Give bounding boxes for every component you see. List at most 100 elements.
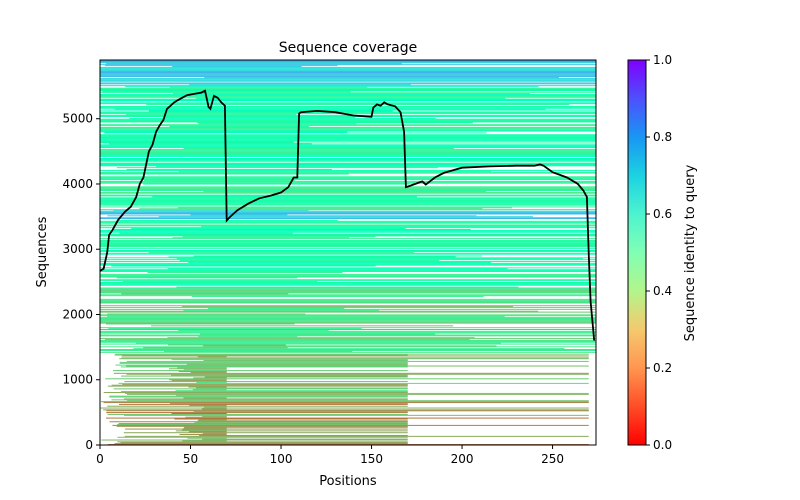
sequence-row [171,413,227,415]
sequence-row [120,442,408,444]
sequence-row [100,181,596,183]
sequence-row [100,332,596,334]
sequence-row [100,250,596,252]
sequence-row [158,216,533,218]
sequence-row [100,245,596,247]
sequence-row [197,420,408,422]
sequence-row [171,380,227,382]
sequence-row [125,85,539,87]
sequence-row [207,307,345,309]
sequence-row [151,325,454,327]
sequence-row [100,134,596,136]
sequence-row [100,222,596,224]
colorbar-tick-label: 0.2 [653,361,672,375]
sequence-row [100,211,596,213]
sequence-row [100,327,596,329]
sequence-row [100,235,596,237]
sequence-row [100,150,596,152]
sequence-row [193,411,408,413]
sequence-row [100,147,596,149]
sequence-row [100,225,596,227]
sequence-row [100,300,596,302]
sequence-row [126,373,589,375]
sequence-row [100,99,596,101]
sequence-row [100,129,596,131]
sequence-row [111,384,408,386]
sequence-row [113,388,408,390]
sequence-row [100,127,596,129]
sequence-row [120,366,408,368]
sequence-row [100,87,596,89]
sequence-row [197,122,473,124]
sequence-row [100,274,596,276]
sequence-row [100,160,596,162]
sequence-row [204,76,560,78]
sequence-row [100,262,596,264]
sequence-row [189,431,227,433]
sequence-row [100,60,596,62]
sequence-row [100,115,596,117]
sequence-row [182,440,227,442]
y-tick-label: 3000 [62,242,93,256]
sequence-row [100,94,596,96]
sequence-row [100,70,596,72]
sequence-row [105,378,589,380]
sequence-row [133,348,565,350]
sequence-row [156,166,475,168]
sequence-row [202,415,227,417]
sequence-row [100,301,596,303]
sequence-row [100,310,539,312]
sequence-row [100,141,294,143]
sequence-row [120,391,408,393]
sequence-row [100,230,596,232]
sequence-row [100,139,596,141]
sequence-row [100,145,596,147]
sequence-row [135,342,501,344]
sequence-row [100,162,596,164]
sequence-row [100,180,596,182]
sequence-row [100,338,596,340]
sequence-row [124,392,589,394]
sequence-row [100,89,596,91]
sequence-row [122,383,408,385]
sequence-row [100,197,596,199]
sequence-row [113,370,408,372]
sequence-row [100,78,596,80]
sequence-row [100,240,596,242]
sequence-row [103,409,589,411]
sequence-row [202,438,408,440]
sequence-row [100,221,596,223]
sequence-row [187,437,227,439]
sequence-row [100,311,596,313]
sequence-row [100,282,596,284]
sequence-row [100,144,596,146]
sequence-row [126,365,589,367]
y-axis: 0 1000 2000 3000 4000 5000 [62,112,100,452]
x-tick-label: 50 [183,452,198,466]
sequence-row [100,173,349,175]
sequence-row [100,126,596,128]
sequence-row [198,336,298,338]
sequence-row [100,158,596,160]
sequence-row [100,204,596,206]
sequence-row [185,416,227,418]
sequence-row [203,360,408,362]
sequence-row [100,186,596,188]
sequence-row [105,417,589,419]
sequence-row [100,298,596,300]
sequence-row [100,90,596,92]
sequence-row [107,413,408,415]
sequence-row [111,265,376,267]
sequence-row [203,406,227,408]
sequence-row [168,344,286,346]
sequence-row [100,321,596,323]
sequence-row [100,241,596,243]
sequence-row [198,123,357,125]
sequence-row [100,62,596,64]
x-tick-label: 200 [451,452,474,466]
sequence-row [175,390,408,392]
sequence-row [101,439,408,441]
sequence-row [100,341,596,343]
plot-frame [99,59,597,446]
sequence-row [100,79,596,81]
